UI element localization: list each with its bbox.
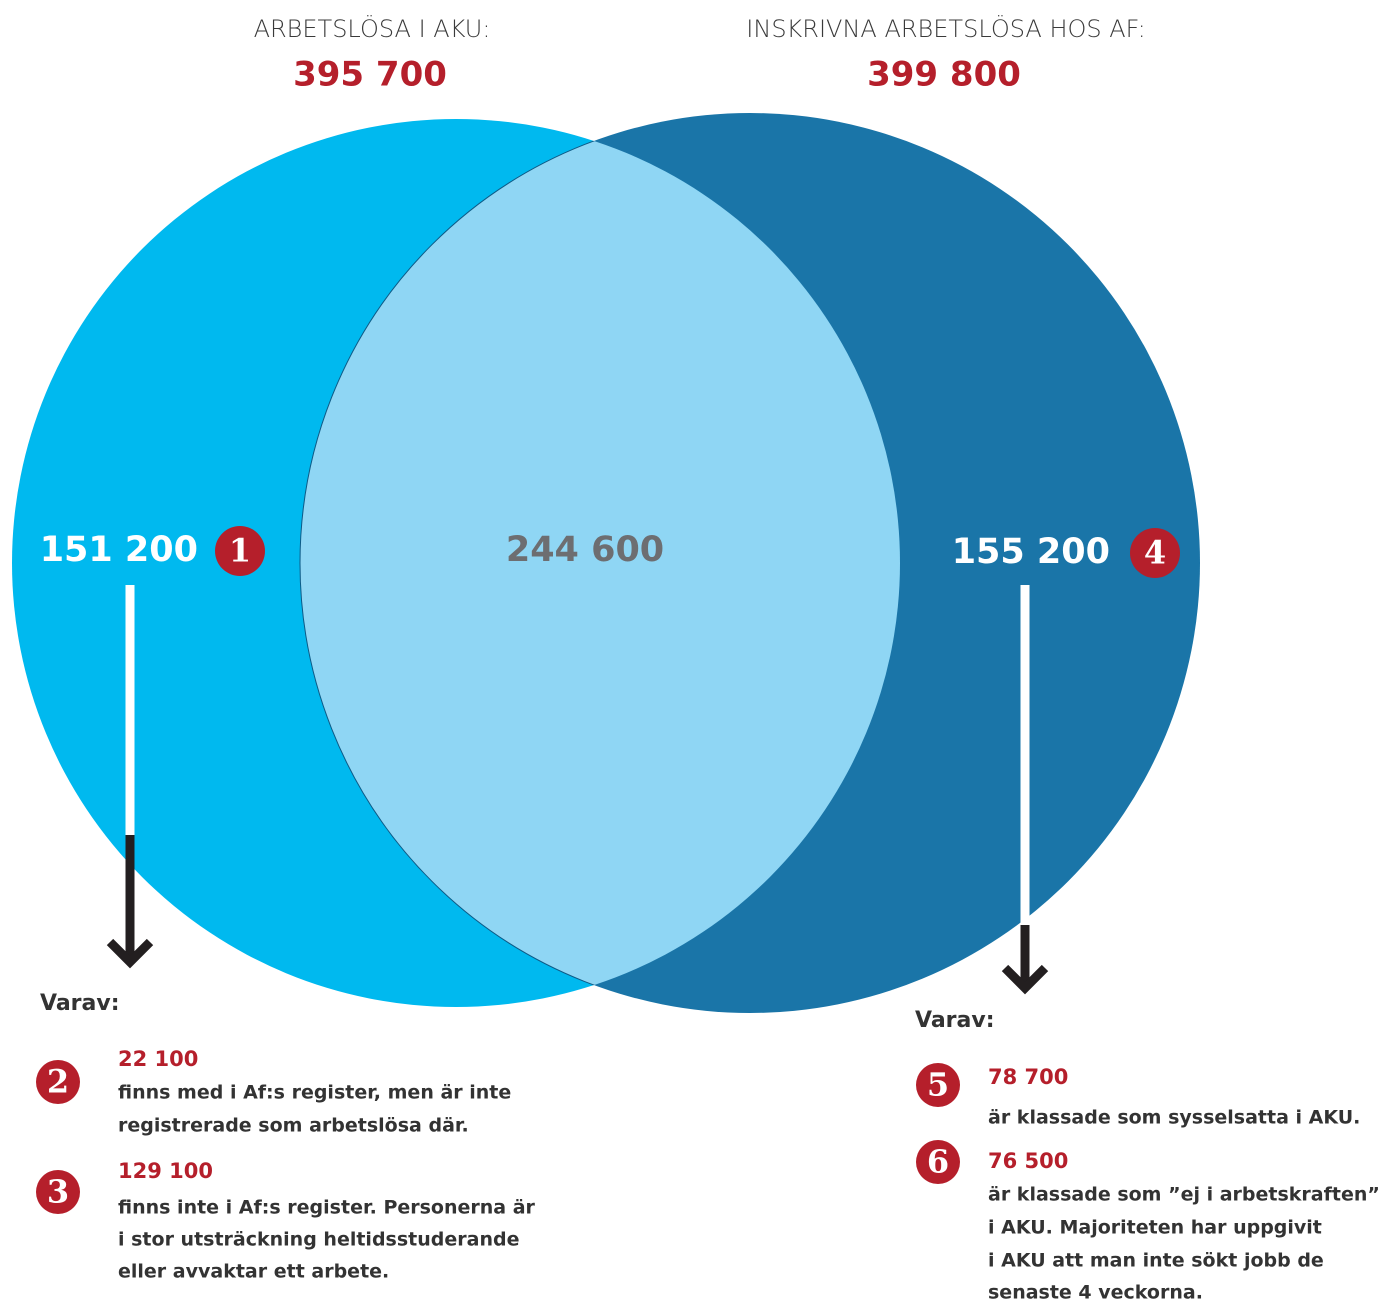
breakdown-heading: Varav: [40, 991, 120, 1016]
item-value: 129 100 [118, 1159, 213, 1183]
badge-number: 3 [47, 1173, 69, 1211]
badge-number: 4 [1144, 534, 1166, 572]
overlap-edge [299, 119, 900, 1007]
badge [36, 1060, 80, 1104]
badge-number: 1 [229, 532, 251, 570]
overlap-region [300, 119, 900, 1007]
badge [215, 526, 265, 576]
badge-number: 2 [47, 1063, 69, 1101]
arrow-head [106, 938, 154, 969]
right-label: INSKRIVNA ARBETSLÖSA HOS AF: [746, 13, 1145, 43]
item-value: 76 500 [988, 1149, 1068, 1173]
badge-number: 5 [927, 1066, 949, 1104]
item-text: är klassade som sysselsatta i AKU. [988, 1107, 1360, 1129]
item-text: i stor utsträckning heltidsstuderande [118, 1229, 519, 1251]
item-text: registrerade som arbetslösa där. [118, 1115, 469, 1137]
right-total: 399 800 [867, 55, 1021, 95]
item-text: senaste 4 veckorna. [988, 1282, 1203, 1304]
overlap-value: 244 600 [506, 530, 664, 570]
item-text: finns inte i Af:s register. Personerna ä… [118, 1197, 536, 1219]
arrow-head [1001, 964, 1049, 995]
left-label: ARBETSLÖSA I AKU: [254, 13, 491, 43]
item-value: 78 700 [988, 1065, 1068, 1089]
left-only-value: 151 200 [40, 530, 198, 570]
item-value: 22 100 [118, 1047, 198, 1071]
badge [1130, 528, 1180, 578]
breakdown-heading: Varav: [915, 1008, 995, 1033]
item-text: i AKU att man inte sökt jobb de [988, 1250, 1324, 1272]
item-text: finns med i Af:s register, men är inte [118, 1082, 511, 1104]
badge [916, 1140, 960, 1184]
item-text: i AKU. Majoriteten har uppgivit [988, 1217, 1322, 1239]
badge [916, 1063, 960, 1107]
left-total: 395 700 [293, 55, 447, 95]
badge-number: 6 [927, 1143, 949, 1181]
badge [36, 1170, 80, 1214]
item-text: är klassade som ”ej i arbetskraften” [988, 1184, 1380, 1206]
right-only-value: 155 200 [952, 532, 1110, 572]
item-text: eller avvaktar ett arbete. [118, 1261, 389, 1283]
